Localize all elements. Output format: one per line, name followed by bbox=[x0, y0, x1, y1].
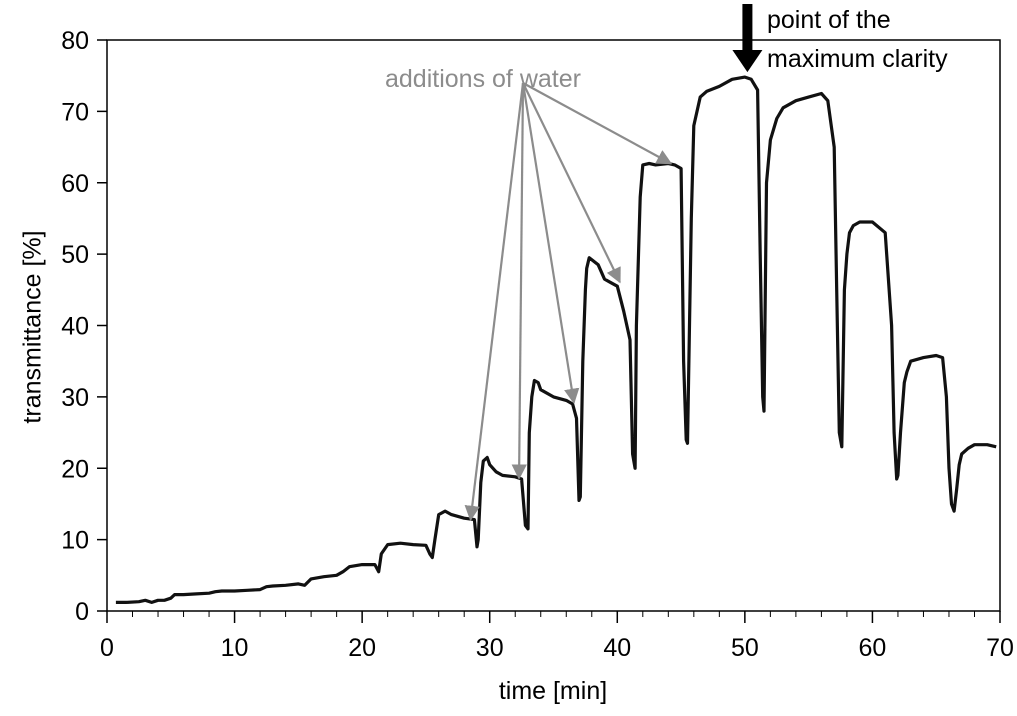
y-tick-label: 50 bbox=[61, 241, 89, 269]
y-tick-label: 70 bbox=[61, 98, 89, 126]
annotation-layer: additions of water point of the maximum cl… bbox=[385, 4, 948, 522]
max-clarity-label: point of the bbox=[767, 6, 891, 34]
max-clarity-label: maximum clarity bbox=[767, 45, 948, 73]
y-tick-label: 0 bbox=[75, 598, 89, 626]
max-clarity-arrowhead bbox=[732, 50, 763, 73]
axis-ticks: 0 10 20 30 40 50 60 70 0 10 20 30 40 50 60 70 80 bbox=[61, 27, 1014, 662]
y-axis-title: transmittance [%] bbox=[19, 230, 47, 423]
x-tick-label: 70 bbox=[986, 634, 1014, 662]
y-tick-label: 40 bbox=[61, 313, 89, 341]
water-addition-arrow bbox=[464, 82, 525, 522]
water-addition-arrow bbox=[521, 82, 580, 405]
y-tick-label: 80 bbox=[61, 27, 89, 55]
x-tick-label: 40 bbox=[603, 634, 631, 662]
water-addition-label: additions of water bbox=[385, 65, 581, 93]
water-addition-arrow bbox=[511, 82, 527, 480]
x-tick-label: 20 bbox=[348, 634, 376, 662]
x-tick-label: 0 bbox=[100, 634, 114, 662]
water-addition-arrow bbox=[522, 82, 621, 284]
x-tick-label: 30 bbox=[476, 634, 504, 662]
x-axis-title: time [min] bbox=[499, 677, 607, 705]
series-line bbox=[115, 75, 997, 605]
plot-area-frame bbox=[106, 39, 1001, 612]
water-addition-arrow bbox=[522, 82, 673, 165]
x-tick-label: 50 bbox=[731, 634, 759, 662]
series-layer bbox=[115, 75, 997, 605]
y-tick-label: 10 bbox=[61, 527, 89, 555]
max-clarity-arrow-shaft bbox=[742, 4, 753, 54]
y-axis-title-group: transmittance [%] bbox=[19, 230, 47, 423]
y-tick-label: 20 bbox=[61, 455, 89, 483]
y-tick-label: 60 bbox=[61, 170, 89, 198]
x-tick-label: 10 bbox=[221, 634, 249, 662]
x-tick-label: 60 bbox=[859, 634, 887, 662]
y-tick-label: 30 bbox=[61, 384, 89, 412]
